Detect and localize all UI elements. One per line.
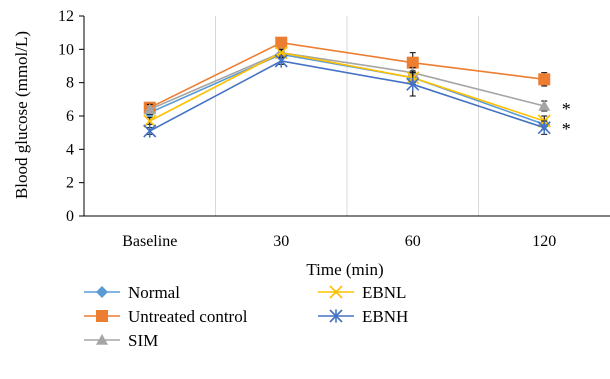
data-point-marker	[143, 124, 157, 138]
legend-item-ebnl: EBNL	[318, 283, 406, 302]
x-tick-label: 30	[273, 233, 289, 250]
axes	[79, 15, 610, 217]
data-point-marker	[143, 103, 156, 115]
series-line	[149, 53, 545, 126]
x-axis-title: Time (min)	[306, 260, 383, 279]
x-tick-label: Baseline	[122, 233, 177, 250]
legend-label: SIM	[128, 331, 158, 350]
legend-item-untreated-control: Untreated control	[84, 307, 248, 326]
y-tick-label: 2	[66, 175, 74, 192]
tick-labels: 0 2 4 6 8 10 12 Baseline 30 60 120	[58, 8, 556, 250]
data-point-marker	[329, 309, 343, 323]
series-line	[149, 51, 545, 122]
significance-marker: *	[562, 119, 571, 139]
data-point-marker	[96, 286, 108, 298]
y-tick-label: 6	[66, 108, 74, 125]
y-tick-label: 12	[58, 8, 74, 25]
data-point-marker	[275, 36, 288, 49]
y-tick-label: 10	[58, 41, 74, 58]
data-point-marker	[96, 334, 108, 345]
data-point-marker	[538, 100, 551, 111]
data-point-marker	[538, 73, 551, 86]
legend: Normal Untreated control SIM EBNL EBNH	[84, 283, 408, 350]
data-point-marker	[406, 77, 420, 91]
series-line	[149, 60, 545, 132]
series-untreated-control	[143, 36, 551, 114]
x-tick-label: 120	[532, 233, 556, 250]
significance-marker: *	[562, 99, 571, 119]
x-tick-label: 60	[405, 233, 421, 250]
series-line	[149, 41, 545, 109]
legend-item-sim: SIM	[84, 331, 158, 350]
legend-label: EBNH	[362, 307, 408, 326]
data-point-marker	[274, 54, 288, 68]
annotations: **	[562, 99, 571, 139]
legend-label: Normal	[128, 283, 180, 302]
y-tick-label: 8	[66, 75, 74, 92]
grid-lines	[215, 16, 479, 216]
legend-label: Untreated control	[128, 307, 248, 326]
data-point-marker	[329, 285, 343, 299]
legend-label: EBNL	[362, 283, 406, 302]
series-line	[149, 51, 545, 111]
y-tick-label: 0	[66, 208, 74, 225]
y-tick-label: 4	[66, 141, 74, 158]
data-point-marker	[406, 56, 419, 69]
data-point-marker	[537, 121, 551, 135]
legend-item-normal: Normal	[84, 283, 180, 302]
data-series	[143, 36, 551, 138]
series-ebnh	[143, 54, 551, 138]
y-axis-title: Blood glucose (mmol/L)	[12, 31, 31, 199]
legend-item-ebnh: EBNH	[318, 307, 408, 326]
data-point-marker	[96, 310, 108, 322]
data-point-marker	[143, 114, 157, 128]
